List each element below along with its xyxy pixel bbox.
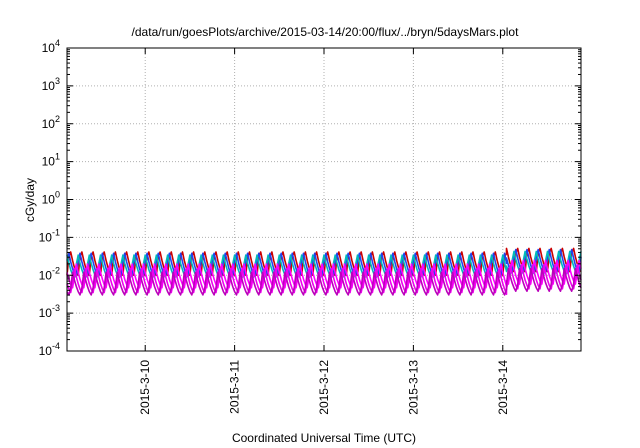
y-tick-mantissa: 10: [42, 79, 56, 93]
y-tick-exponent: -4: [52, 341, 60, 351]
series-line: [66, 263, 582, 295]
y-tick-exponent: 4: [55, 38, 60, 48]
y-tick-label: 102: [42, 114, 60, 131]
y-tick-label: 100: [42, 190, 60, 207]
y-tick-mantissa: 10: [39, 268, 53, 282]
y-tick-exponent: -2: [52, 265, 60, 275]
y-axis-label: cGy/day: [23, 178, 37, 222]
y-tick-exponent: -1: [52, 227, 60, 237]
y-tick-exponent: -3: [52, 303, 60, 313]
y-tick-mantissa: 10: [39, 344, 53, 358]
x-axis-ticks: 2015-3-10 2015-3-11 2015-3-12 2015-3-13 2015…: [138, 48, 510, 415]
series-group: [66, 247, 582, 296]
y-tick-mantissa: 10: [42, 155, 56, 169]
x-axis-label: Coordinated Universal Time (UTC): [232, 431, 416, 445]
y-tick-label: 104: [42, 38, 60, 55]
y-tick-label: 10-1: [39, 227, 60, 244]
y-tick-label: 101: [42, 152, 60, 169]
y-tick-mantissa: 10: [42, 193, 56, 207]
y-tick-exponent: 3: [55, 76, 60, 86]
y-tick-exponent: 1: [55, 152, 60, 162]
x-tick-label: 2015-3-13: [406, 360, 420, 415]
y-tick-mantissa: 10: [42, 41, 56, 55]
y-tick-mantissa: 10: [39, 306, 53, 320]
x-tick-label: 2015-3-10: [138, 360, 152, 415]
y-tick-mantissa: 10: [39, 230, 53, 244]
series-line: [66, 267, 582, 296]
x-tick-label: 2015-3-12: [317, 360, 331, 415]
y-tick-label: 103: [42, 76, 60, 93]
y-tick-label: 10-3: [39, 303, 60, 320]
gridlines: [67, 48, 581, 351]
x-tick-label: 2015-3-14: [496, 360, 510, 415]
x-tick-label: 2015-3-11: [228, 360, 242, 414]
chart-title: /data/run/goesPlots/archive/2015-03-14/2…: [132, 25, 520, 39]
y-tick-label: 10-2: [39, 265, 60, 282]
y-tick-exponent: 0: [55, 190, 60, 200]
y-tick-label: 10-4: [39, 341, 60, 358]
y-tick-exponent: 2: [55, 114, 60, 124]
y-tick-mantissa: 10: [42, 117, 56, 131]
